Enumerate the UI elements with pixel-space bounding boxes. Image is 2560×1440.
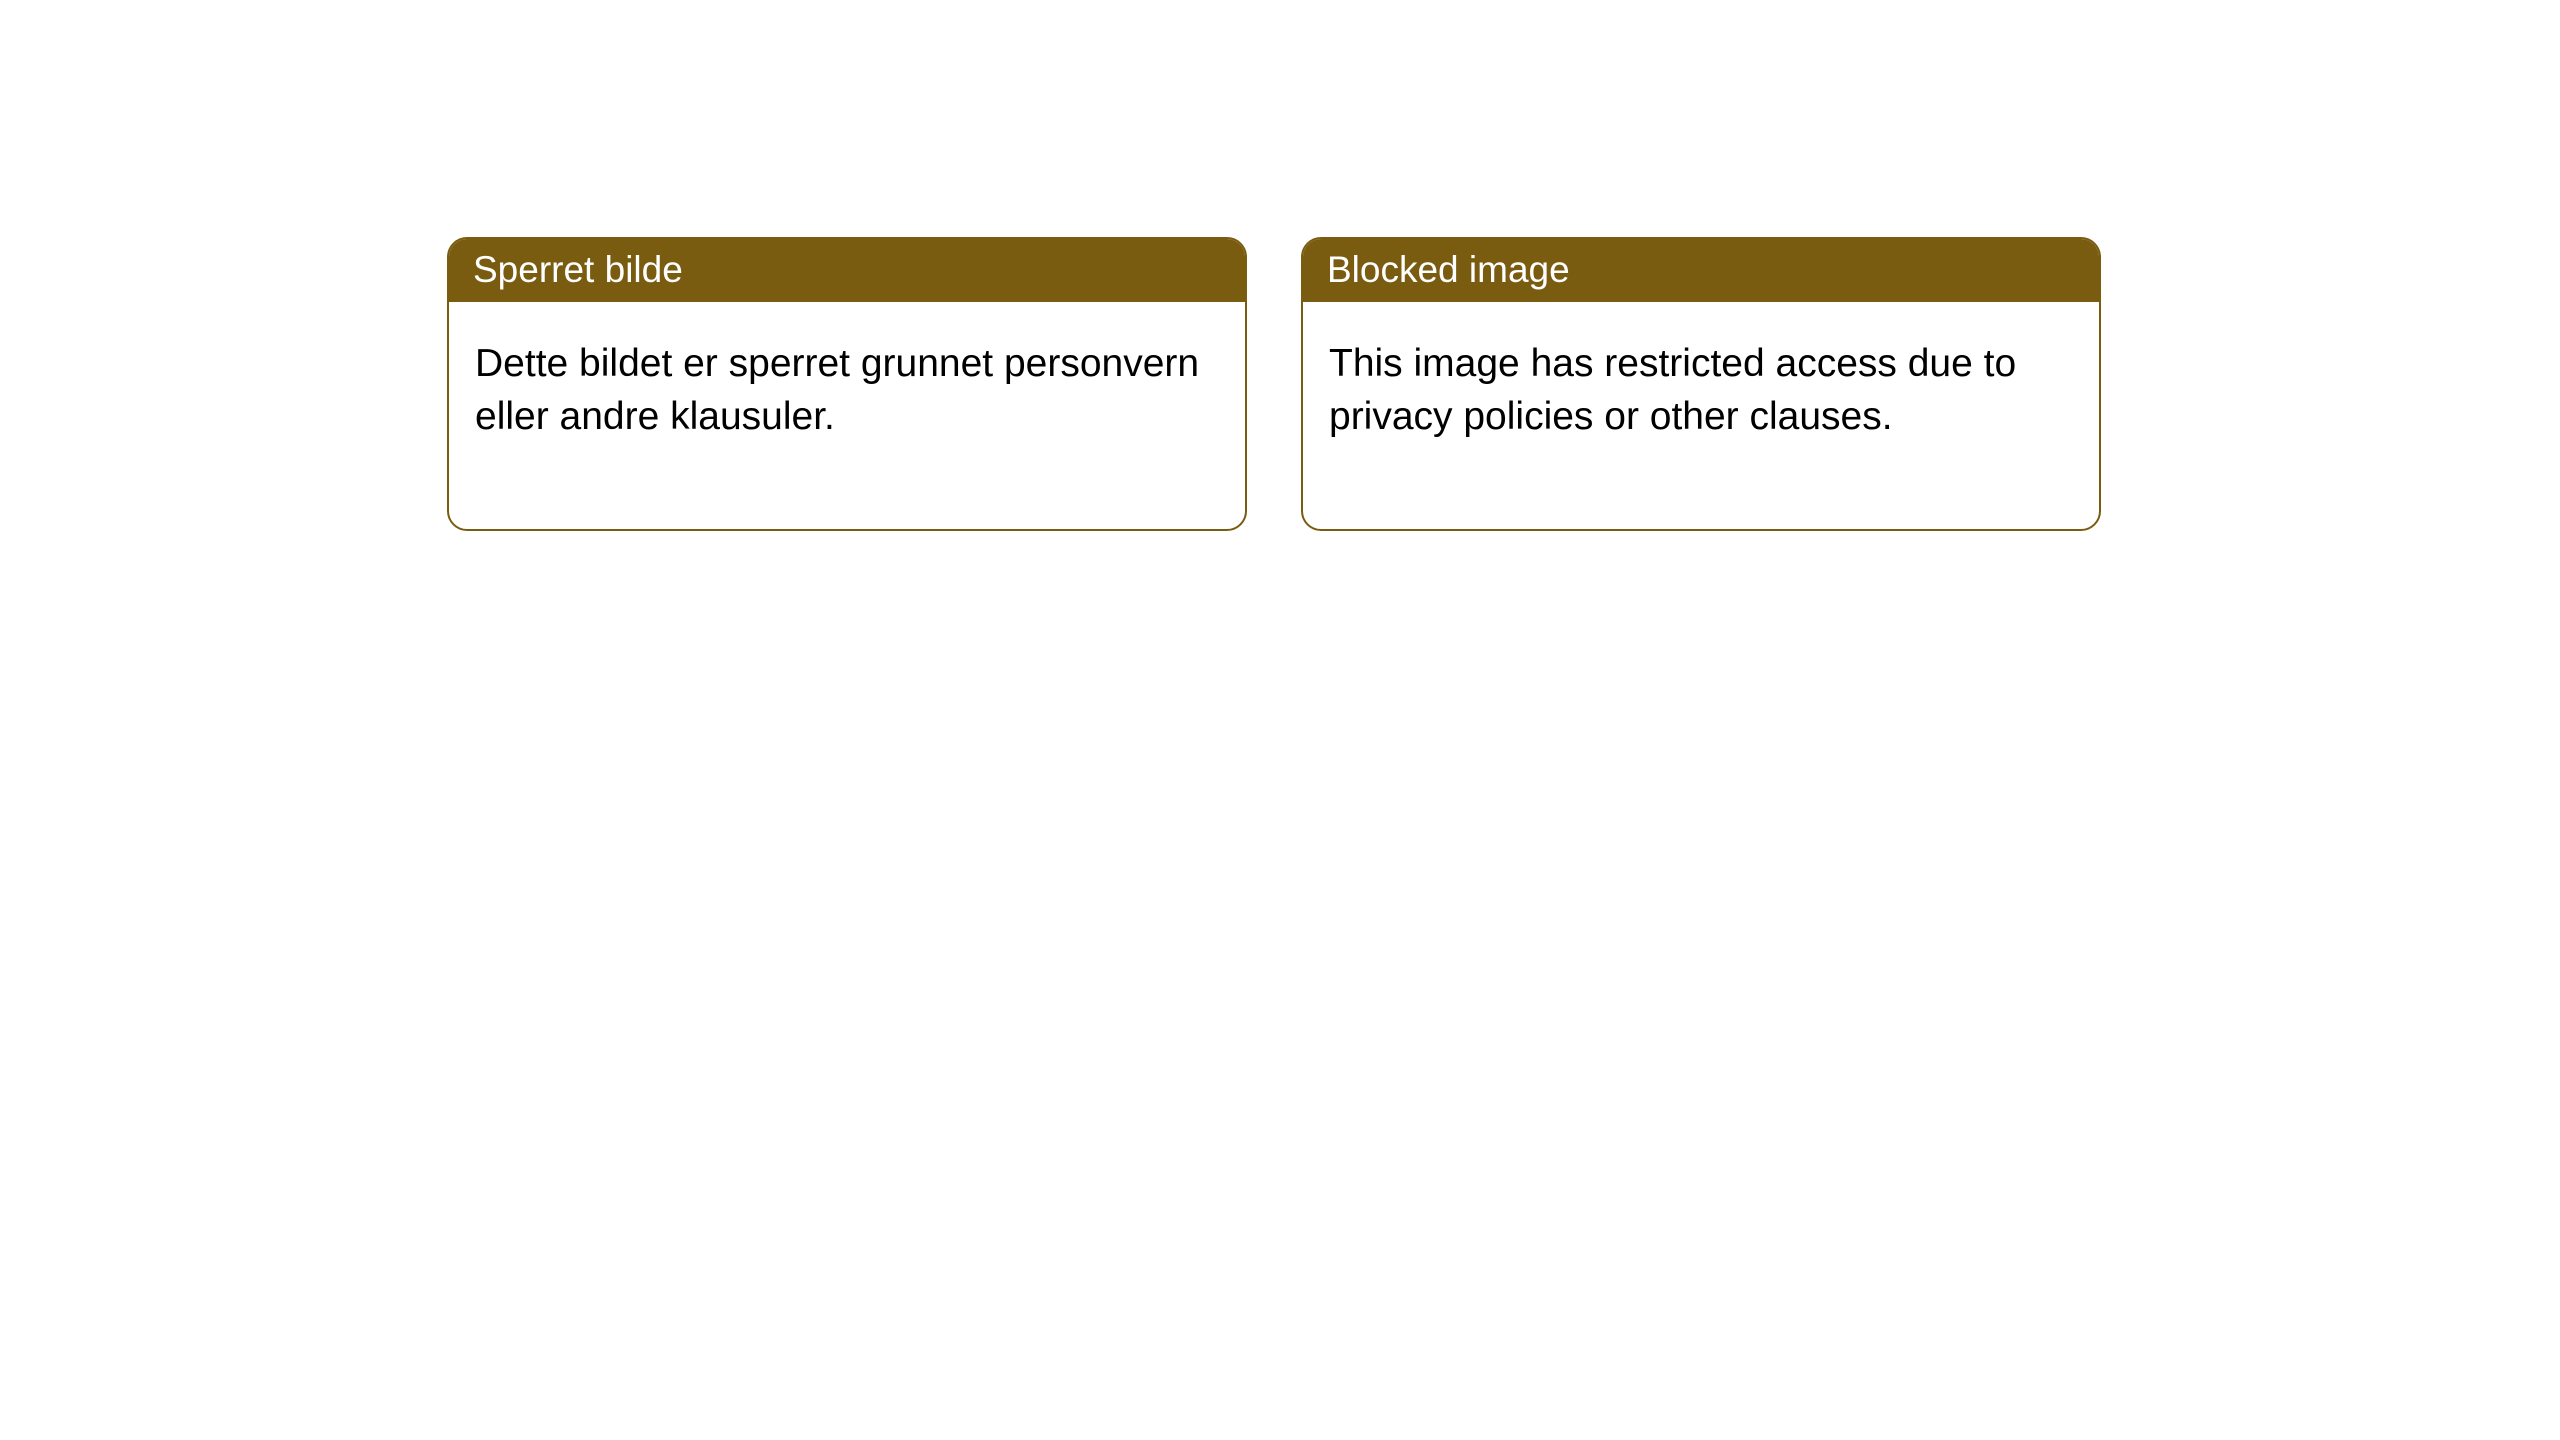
notice-container: Sperret bilde Dette bildet er sperret gr…: [0, 0, 2560, 531]
notice-message-english: This image has restricted access due to …: [1303, 302, 2099, 529]
notice-title-english: Blocked image: [1303, 239, 2099, 302]
notice-message-norwegian: Dette bildet er sperret grunnet personve…: [449, 302, 1245, 529]
notice-card-norwegian: Sperret bilde Dette bildet er sperret gr…: [447, 237, 1247, 531]
notice-card-english: Blocked image This image has restricted …: [1301, 237, 2101, 531]
notice-title-norwegian: Sperret bilde: [449, 239, 1245, 302]
